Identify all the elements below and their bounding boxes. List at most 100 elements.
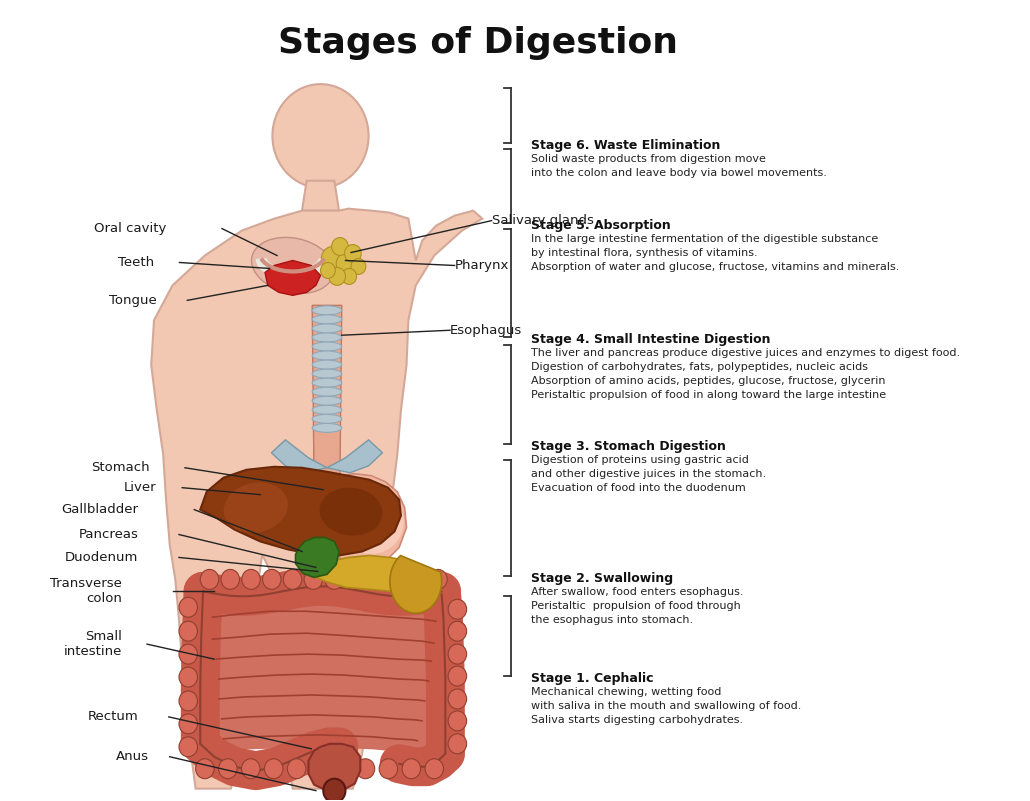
Circle shape: [448, 644, 467, 664]
Polygon shape: [308, 744, 360, 791]
Text: Rectum: Rectum: [88, 710, 138, 723]
Circle shape: [283, 570, 302, 590]
Circle shape: [379, 759, 398, 779]
Circle shape: [200, 570, 218, 590]
Ellipse shape: [312, 333, 342, 342]
Circle shape: [265, 759, 283, 779]
Ellipse shape: [312, 369, 342, 378]
Circle shape: [367, 570, 385, 590]
Text: Esophagus: Esophagus: [450, 324, 522, 336]
Ellipse shape: [312, 378, 342, 387]
Polygon shape: [296, 537, 339, 578]
Circle shape: [448, 734, 467, 754]
Circle shape: [321, 247, 344, 271]
Text: Salivary glands: Salivary glands: [491, 214, 593, 227]
Polygon shape: [265, 260, 320, 296]
Circle shape: [351, 259, 366, 275]
Ellipse shape: [251, 237, 334, 293]
Circle shape: [356, 759, 375, 779]
Circle shape: [448, 666, 467, 686]
Circle shape: [402, 759, 420, 779]
Circle shape: [179, 737, 198, 757]
Ellipse shape: [312, 360, 342, 369]
Ellipse shape: [319, 488, 382, 536]
Ellipse shape: [312, 351, 342, 360]
Text: Duodenum: Duodenum: [65, 551, 138, 564]
Ellipse shape: [312, 414, 342, 424]
Circle shape: [179, 622, 198, 641]
Circle shape: [241, 759, 260, 779]
Text: In the large intestine fermentation of the digestible substance
by intestinal fl: In the large intestine fermentation of t…: [530, 234, 899, 272]
Ellipse shape: [312, 396, 342, 405]
Circle shape: [342, 268, 356, 284]
Circle shape: [287, 759, 306, 779]
Circle shape: [221, 570, 240, 590]
Text: Pancreas: Pancreas: [78, 528, 138, 541]
Text: Teeth: Teeth: [117, 256, 154, 269]
Text: Stage 2. Swallowing: Stage 2. Swallowing: [530, 572, 673, 585]
Ellipse shape: [312, 315, 342, 324]
Circle shape: [329, 268, 345, 285]
Circle shape: [334, 759, 352, 779]
Ellipse shape: [312, 324, 342, 333]
Circle shape: [448, 689, 467, 709]
Text: Pharynx: Pharynx: [454, 259, 509, 272]
Text: Mechanical chewing, wetting food
with saliva in the mouth and swallowing of food: Mechanical chewing, wetting food with sa…: [530, 686, 801, 725]
Text: Tongue: Tongue: [109, 294, 157, 307]
Text: Stage 5. Absorption: Stage 5. Absorption: [530, 219, 671, 232]
Circle shape: [272, 84, 369, 187]
Polygon shape: [272, 440, 327, 473]
Text: Stage 3. Stomach Digestion: Stage 3. Stomach Digestion: [530, 441, 726, 453]
Circle shape: [179, 714, 198, 734]
Circle shape: [448, 599, 467, 619]
Text: Stage 6. Waste Elimination: Stage 6. Waste Elimination: [530, 139, 720, 152]
Circle shape: [336, 253, 354, 273]
Text: Stages of Digestion: Stages of Digestion: [278, 26, 678, 60]
Circle shape: [263, 570, 281, 590]
Circle shape: [323, 779, 345, 801]
Circle shape: [332, 238, 348, 256]
Text: Small
intestine: Small intestine: [63, 630, 122, 658]
Circle shape: [448, 711, 467, 731]
Circle shape: [425, 759, 444, 779]
Text: The liver and pancreas produce digestive juices and enzymes to digest food.
Dige: The liver and pancreas produce digestive…: [530, 348, 960, 400]
Circle shape: [310, 759, 329, 779]
Circle shape: [320, 263, 336, 279]
Circle shape: [179, 644, 198, 664]
Circle shape: [179, 691, 198, 711]
Text: After swallow, food enters esophagus.
Peristaltic  propulsion of food through
th: After swallow, food enters esophagus. Pe…: [530, 587, 744, 625]
Circle shape: [324, 570, 343, 590]
Circle shape: [179, 667, 198, 687]
Text: Solid waste products from digestion move
into the colon and leave body via bowel: Solid waste products from digestion move…: [530, 155, 827, 179]
Text: Anus: Anus: [116, 751, 149, 763]
Text: Oral cavity: Oral cavity: [94, 222, 166, 235]
Polygon shape: [390, 556, 442, 614]
Ellipse shape: [224, 482, 288, 533]
Polygon shape: [312, 305, 342, 477]
Circle shape: [346, 570, 365, 590]
Ellipse shape: [312, 405, 342, 414]
Text: Digestion of proteins using gastric acid
and other digestive juices in the stoma: Digestion of proteins using gastric acid…: [530, 455, 766, 493]
Circle shape: [387, 570, 406, 590]
Circle shape: [428, 570, 447, 590]
Circle shape: [179, 598, 198, 618]
Text: Gallbladder: Gallbladder: [61, 503, 138, 516]
Polygon shape: [302, 181, 339, 211]
Circle shape: [345, 244, 362, 263]
Circle shape: [408, 570, 426, 590]
Text: Stomach: Stomach: [91, 461, 149, 474]
Ellipse shape: [339, 489, 404, 554]
Ellipse shape: [312, 424, 342, 433]
Text: Liver: Liver: [125, 481, 157, 494]
Polygon shape: [311, 555, 432, 591]
Circle shape: [448, 622, 467, 641]
Ellipse shape: [312, 387, 342, 396]
Ellipse shape: [312, 306, 342, 315]
Circle shape: [304, 570, 322, 590]
Polygon shape: [200, 467, 401, 555]
Text: Stage 4. Small Intestine Digestion: Stage 4. Small Intestine Digestion: [530, 332, 770, 346]
Circle shape: [196, 759, 214, 779]
Text: Stage 1. Cephalic: Stage 1. Cephalic: [530, 672, 653, 685]
Text: Transverse
colon: Transverse colon: [49, 578, 122, 606]
Polygon shape: [327, 440, 382, 473]
